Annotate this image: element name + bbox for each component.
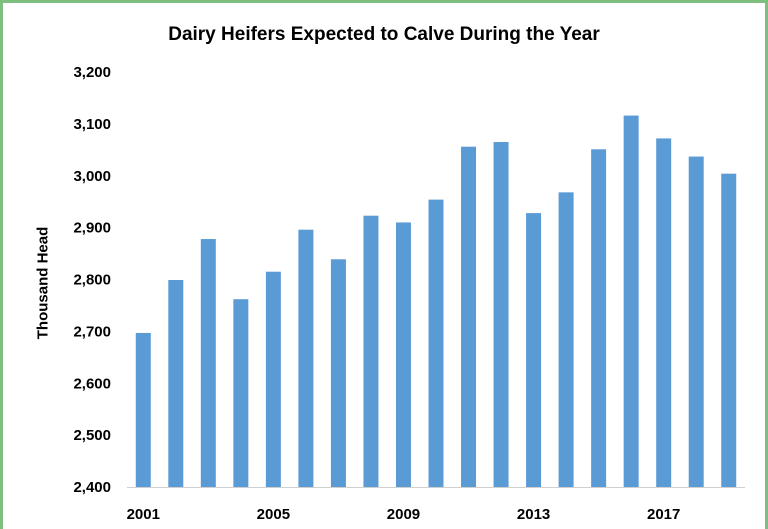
bar-2019 bbox=[721, 173, 737, 488]
bar-2005 bbox=[265, 271, 281, 487]
chart-title: Dairy Heifers Expected to Calve During t… bbox=[168, 24, 600, 45]
y-tick-label: 2,900 bbox=[73, 220, 111, 237]
x-tick-label: 2001 bbox=[127, 506, 160, 523]
bar-2004 bbox=[233, 299, 249, 487]
y-tick-label: 2,400 bbox=[73, 479, 111, 496]
bar-2011 bbox=[461, 146, 477, 487]
x-tick-label: 2005 bbox=[257, 506, 290, 523]
bar-2008 bbox=[363, 215, 379, 487]
bar-2014 bbox=[558, 192, 574, 487]
bar-2001 bbox=[135, 332, 151, 487]
bar-2010 bbox=[428, 199, 444, 488]
bar-2007 bbox=[330, 259, 346, 487]
bar-2013 bbox=[526, 213, 542, 487]
y-tick-label: 3,000 bbox=[73, 168, 111, 185]
bar-2016 bbox=[623, 115, 639, 487]
bars bbox=[135, 115, 737, 488]
bar-2009 bbox=[395, 222, 411, 487]
y-axis-ticks: 2,400 2,500 2,600 2,700 2,800 2,900 3,000 3,100… bbox=[73, 64, 111, 496]
y-tick-label: 2,600 bbox=[73, 375, 111, 392]
y-tick-label: 3,100 bbox=[73, 116, 111, 133]
bar-2012 bbox=[493, 142, 509, 487]
bar-2018 bbox=[688, 156, 704, 487]
y-tick-label: 2,700 bbox=[73, 323, 111, 340]
x-axis-ticks: 2001 2005 2009 2013 2017 bbox=[127, 506, 681, 523]
y-tick-label: 2,500 bbox=[73, 427, 111, 444]
bar-2015 bbox=[591, 149, 607, 487]
x-tick-label: 2013 bbox=[517, 506, 550, 523]
x-tick-label: 2009 bbox=[387, 506, 420, 523]
x-tick-label: 2017 bbox=[647, 506, 680, 523]
bar-2003 bbox=[200, 239, 216, 487]
bar-2006 bbox=[298, 229, 314, 487]
y-tick-label: 2,800 bbox=[73, 272, 111, 289]
bar-2017 bbox=[656, 138, 672, 487]
y-tick-label: 3,200 bbox=[73, 64, 111, 81]
bar-2002 bbox=[168, 280, 184, 487]
